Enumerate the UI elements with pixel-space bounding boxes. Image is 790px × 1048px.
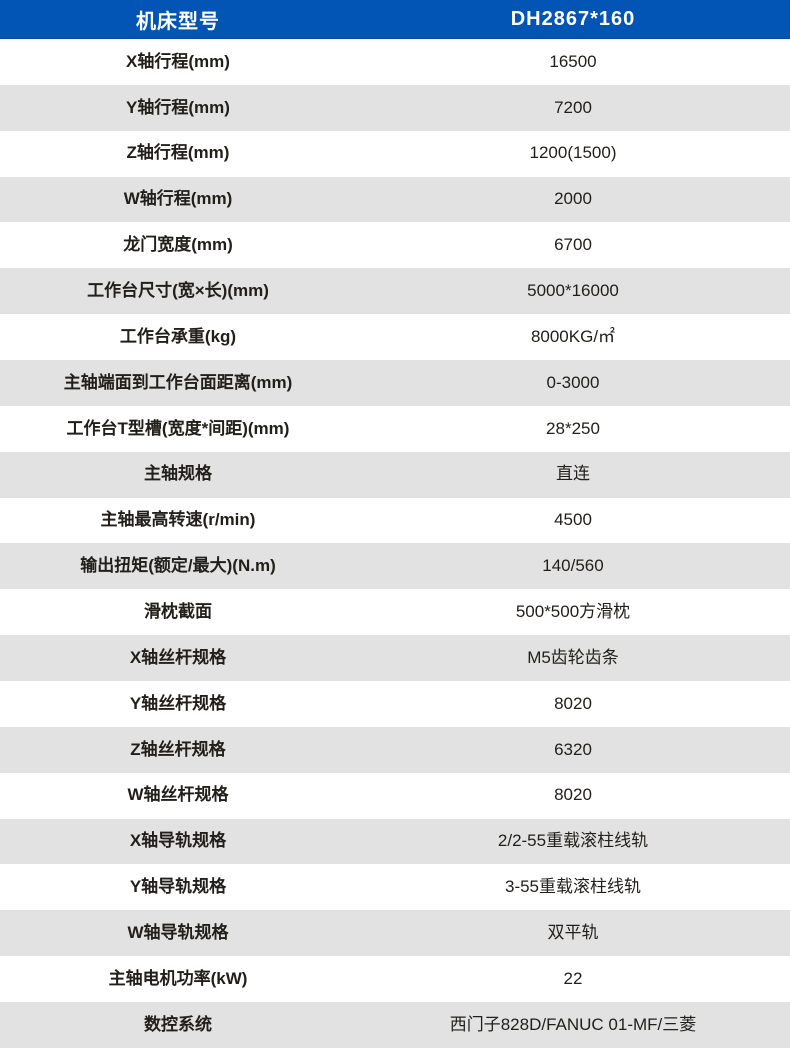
spec-value-cell: 2000 xyxy=(554,189,592,209)
spec-row: 工作台尺寸(宽×长)(mm) 5000*16000 xyxy=(0,268,790,315)
spec-row: Y轴丝杆规格 8020 xyxy=(0,681,790,727)
spec-label-cell: 龙门宽度(mm) xyxy=(123,235,233,255)
spec-row: W轴行程(mm) 2000 xyxy=(0,176,790,223)
spec-row: 输出扭矩(额定/最大)(N.m) 140/560 xyxy=(0,543,790,590)
spec-value-cell: 22 xyxy=(563,968,583,988)
spec-label-cell: X轴导轨规格 xyxy=(129,831,227,851)
spec-label-cell: 输出扭矩(额定/最大)(N.m) xyxy=(80,556,276,576)
spec-value-cell: 8020 xyxy=(554,693,592,713)
spec-label-cell: Y轴导轨规格 xyxy=(129,877,227,897)
spec-label-cell: X轴行程(mm) xyxy=(126,51,230,71)
spec-row: 数控系统 西门子828D/FANUC 01-MF/三菱 xyxy=(0,1002,790,1048)
spec-value-cell: 28*250 xyxy=(546,418,600,438)
spec-label-cell: Z轴行程(mm) xyxy=(126,143,230,163)
spec-row: 主轴规格 直连 xyxy=(0,451,790,498)
spec-row: 主轴电机功率(kW) 22 xyxy=(0,956,790,1003)
spec-label-cell: Y轴行程(mm) xyxy=(126,97,230,117)
spec-value-cell: M5齿轮齿条 xyxy=(527,647,619,667)
spec-row: 工作台T型槽(宽度*间距)(mm) 28*250 xyxy=(0,405,790,452)
header-model-label: 机床型号 xyxy=(136,10,220,33)
spec-value-cell: 16500 xyxy=(549,51,597,71)
header-model-value: DH2867*160 xyxy=(510,7,636,30)
spec-value-cell: 8000KG/㎡ xyxy=(530,326,616,346)
spec-row: 滑枕截面 500*500方滑枕 xyxy=(0,589,790,636)
spec-value-cell: 0-3000 xyxy=(546,372,600,392)
spec-label-cell: 工作台T型槽(宽度*间距)(mm) xyxy=(66,418,290,438)
spec-row: Y轴导轨规格 3-55重载滚柱线轨 xyxy=(0,864,790,911)
spec-label-cell: Y轴丝杆规格 xyxy=(129,693,227,713)
spec-row: X轴丝杆规格 M5齿轮齿条 xyxy=(0,635,790,682)
spec-row: Y轴行程(mm) 7200 xyxy=(0,84,790,131)
spec-row: W轴丝杆规格 8020 xyxy=(0,772,790,819)
spec-row: 龙门宽度(mm) 6700 xyxy=(0,222,790,269)
spec-row: 主轴端面到工作台面距离(mm) 0-3000 xyxy=(0,360,790,406)
spec-row: 主轴最高转速(r/min) 4500 xyxy=(0,497,790,544)
spec-label-cell: 滑枕截面 xyxy=(144,602,212,622)
spec-value-cell: 8020 xyxy=(554,785,592,805)
spec-row: W轴导轨规格 双平轨 xyxy=(0,910,790,957)
spec-label-cell: W轴行程(mm) xyxy=(123,189,233,209)
spec-label-cell: 主轴规格 xyxy=(144,464,212,484)
spec-label-cell: 主轴电机功率(kW) xyxy=(108,968,248,988)
spec-table-body: X轴行程(mm) 16500 Y轴行程(mm) 7200 Z轴行程(mm) 12… xyxy=(0,39,790,1048)
spec-value-cell: 140/560 xyxy=(542,556,604,576)
spec-value-cell: 直连 xyxy=(556,464,590,484)
spec-row: X轴行程(mm) 16500 xyxy=(0,39,790,85)
spec-label-cell: 主轴最高转速(r/min) xyxy=(100,510,256,530)
spec-row: Z轴丝杆规格 6320 xyxy=(0,726,790,773)
spec-value-cell: 双平轨 xyxy=(547,923,599,943)
spec-value-cell: 5000*16000 xyxy=(527,281,619,301)
spec-label-cell: X轴丝杆规格 xyxy=(129,647,227,667)
spec-row: Z轴行程(mm) 1200(1500) xyxy=(0,130,790,177)
spec-value-cell: 4500 xyxy=(554,510,592,530)
spec-value-cell: 6700 xyxy=(554,235,592,255)
spec-label-cell: W轴丝杆规格 xyxy=(127,785,229,805)
spec-label-cell: Z轴丝杆规格 xyxy=(130,739,226,759)
spec-value-cell: 3-55重载滚柱线轨 xyxy=(504,877,642,897)
spec-label-cell: 工作台尺寸(宽×长)(mm) xyxy=(87,281,269,301)
spec-row: 工作台承重(kg) 8000KG/㎡ xyxy=(0,314,790,361)
spec-value-cell: 7200 xyxy=(554,97,592,117)
spec-value-cell: 西门子828D/FANUC 01-MF/三菱 xyxy=(449,1014,697,1034)
spec-value-cell: 2/2-55重载滚柱线轨 xyxy=(497,831,649,851)
spec-label-cell: 工作台承重(kg) xyxy=(119,326,237,346)
spec-value-cell: 500*500方滑枕 xyxy=(515,602,631,622)
table-header-row: 机床型号 DH2867*160 xyxy=(0,0,790,39)
spec-row: X轴导轨规格 2/2-55重载滚柱线轨 xyxy=(0,818,790,865)
spec-value-cell: 6320 xyxy=(554,739,592,759)
spec-label-cell: 主轴端面到工作台面距离(mm) xyxy=(63,372,293,392)
spec-value-cell: 1200(1500) xyxy=(529,143,617,163)
spec-label-cell: W轴导轨规格 xyxy=(127,923,229,943)
spec-label-cell: 数控系统 xyxy=(144,1014,212,1034)
